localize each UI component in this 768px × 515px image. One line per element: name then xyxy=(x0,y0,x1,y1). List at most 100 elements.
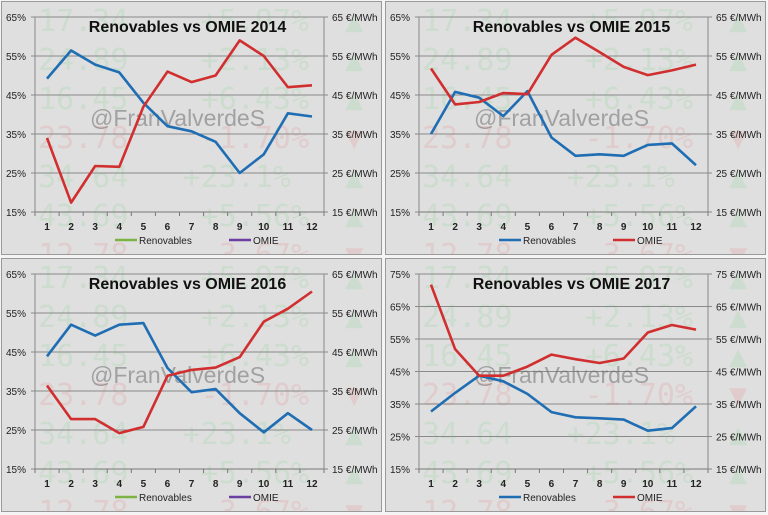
x-tick-label: 4 xyxy=(501,222,507,233)
y-right-tick-label: 35 €/MWh xyxy=(716,130,762,141)
y-right-tick-label: 15 €/MWh xyxy=(716,208,762,219)
legend-label-omie: OMIE xyxy=(637,236,663,247)
line-chart: 65% 65 €/MWh 55% 55 €/MWh 45% 45 €/MWh 35% 35 €… xyxy=(390,13,762,247)
y-right-tick-label: 45 €/MWh xyxy=(716,368,762,379)
y-left-tick-label: 45% xyxy=(6,91,26,102)
x-tick-label: 12 xyxy=(306,222,318,233)
x-tick-label: 7 xyxy=(573,479,579,490)
series-line-omie xyxy=(429,36,697,106)
x-tick-label: 3 xyxy=(92,479,98,490)
x-tick-label: 9 xyxy=(621,479,627,490)
x-tick-label: 12 xyxy=(306,479,318,490)
x-tick-label: 8 xyxy=(213,222,219,233)
x-tick-label: 4 xyxy=(501,479,507,490)
y-left-tick-label: 55% xyxy=(6,52,26,63)
x-tick-label: 5 xyxy=(525,479,531,490)
x-tick-label: 12 xyxy=(690,222,702,233)
y-left-tick-label: 25% xyxy=(6,426,26,437)
x-tick-label: 3 xyxy=(92,222,98,233)
legend-label-omie: OMIE xyxy=(253,493,279,504)
y-left-tick-label: 15% xyxy=(6,465,26,476)
series-line-omie xyxy=(45,39,313,204)
x-tick-label: 8 xyxy=(213,479,219,490)
x-tick-label: 10 xyxy=(258,222,270,233)
y-left-tick-label: 35% xyxy=(390,400,410,411)
x-tick-label: 7 xyxy=(573,222,579,233)
y-right-tick-label: 45 €/MWh xyxy=(716,91,762,102)
x-tick-label: 6 xyxy=(549,222,555,233)
watermark-text: @FranValverdeS xyxy=(90,105,265,131)
x-tick-label: 11 xyxy=(667,222,678,233)
x-tick-label: 4 xyxy=(117,222,123,233)
x-tick-label: 7 xyxy=(189,479,195,490)
y-right-tick-label: 65 €/MWh xyxy=(716,303,762,314)
y-left-tick-label: 65% xyxy=(390,13,410,24)
y-left-tick-label: 15% xyxy=(6,208,26,219)
chart-panel-2016: 17.34 +5.97% ▲ 171.58 24.89 +2.13% ▲ 198… xyxy=(1,258,382,512)
x-tick-label: 1 xyxy=(44,479,50,490)
x-tick-label: 6 xyxy=(165,222,171,233)
x-tick-label: 6 xyxy=(165,479,171,490)
x-tick-label: 4 xyxy=(117,479,123,490)
x-tick-label: 11 xyxy=(283,479,294,490)
y-right-tick-label: 45 €/MWh xyxy=(332,348,378,359)
y-right-tick-label: 75 €/MWh xyxy=(716,270,762,281)
legend-label-renovables: Renovables xyxy=(523,493,576,504)
x-tick-label: 11 xyxy=(283,222,294,233)
y-right-tick-label: 35 €/MWh xyxy=(332,130,378,141)
y-left-tick-label: 45% xyxy=(390,368,410,379)
y-left-tick-label: 65% xyxy=(6,13,26,24)
y-left-tick-label: 25% xyxy=(6,169,26,180)
y-left-tick-label: 35% xyxy=(6,130,26,141)
x-tick-label: 6 xyxy=(549,479,555,490)
series-line-renovables xyxy=(45,321,313,434)
y-left-tick-label: 65% xyxy=(6,270,26,281)
line-chart: 75% 75 €/MWh 65% 65 €/MWh 55% 55 €/MWh 45% 45 €… xyxy=(390,270,762,504)
y-right-tick-label: 55 €/MWh xyxy=(716,335,762,346)
x-tick-label: 10 xyxy=(642,479,654,490)
legend-label-omie: OMIE xyxy=(637,493,663,504)
y-left-tick-label: 25% xyxy=(390,433,410,444)
x-tick-label: 10 xyxy=(258,479,270,490)
y-right-tick-label: 35 €/MWh xyxy=(716,400,762,411)
x-tick-label: 10 xyxy=(642,222,654,233)
y-left-tick-label: 55% xyxy=(390,52,410,63)
series-line-omie xyxy=(45,290,313,435)
x-tick-label: 1 xyxy=(44,222,50,233)
x-tick-label: 3 xyxy=(476,479,482,490)
x-tick-label: 2 xyxy=(68,479,74,490)
series-line-renovables xyxy=(430,374,697,432)
y-right-tick-label: 25 €/MWh xyxy=(716,433,762,444)
y-left-tick-label: 35% xyxy=(6,387,26,398)
y-left-tick-label: 15% xyxy=(390,465,410,476)
series-line-renovables xyxy=(429,89,697,167)
x-tick-label: 9 xyxy=(237,479,243,490)
line-chart: 65% 65 €/MWh 55% 55 €/MWh 45% 45 €/MWh 35% 35 €… xyxy=(6,270,378,504)
x-tick-label: 1 xyxy=(428,479,434,490)
y-right-tick-label: 25 €/MWh xyxy=(716,169,762,180)
chart-title: Renovables vs OMIE 2015 xyxy=(473,19,671,36)
x-tick-label: 11 xyxy=(667,479,678,490)
x-tick-label: 5 xyxy=(525,222,531,233)
y-right-tick-label: 35 €/MWh xyxy=(332,387,378,398)
chart-panel-2017: 17.34 +5.97% ▲ 171.58 24.89 +2.13% ▲ 198… xyxy=(385,258,766,512)
chart-title: Renovables vs OMIE 2014 xyxy=(89,19,287,36)
chart-panel-2014: 17.34 +5.97% ▲ 171.58 24.89 +2.13% ▲ 198… xyxy=(1,1,382,255)
y-left-tick-label: 75% xyxy=(390,270,410,281)
y-left-tick-label: 55% xyxy=(6,309,26,320)
y-left-tick-label: 25% xyxy=(390,169,410,180)
x-tick-label: 5 xyxy=(141,479,147,490)
y-right-tick-label: 15 €/MWh xyxy=(332,465,378,476)
y-left-tick-label: 45% xyxy=(390,91,410,102)
x-tick-label: 3 xyxy=(476,222,482,233)
chart-panel-2015: 17.34 +5.97% ▲ 171.58 24.89 +2.13% ▲ 198… xyxy=(385,1,766,255)
y-left-tick-label: 45% xyxy=(6,348,26,359)
x-tick-label: 8 xyxy=(597,222,603,233)
x-tick-label: 7 xyxy=(189,222,195,233)
x-tick-label: 2 xyxy=(68,222,74,233)
legend-label-renovables: Renovables xyxy=(139,236,192,247)
x-tick-label: 9 xyxy=(621,222,627,233)
y-left-tick-label: 15% xyxy=(390,208,410,219)
legend-label-renovables: Renovables xyxy=(139,493,192,504)
y-left-tick-label: 65% xyxy=(390,303,410,314)
